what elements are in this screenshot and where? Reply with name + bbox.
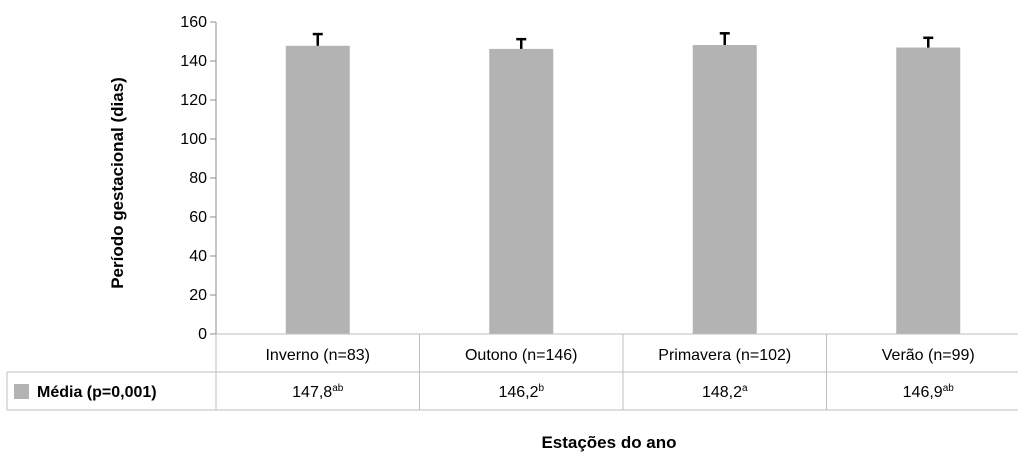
data-label: 146,9ab [903, 383, 955, 401]
y-tick-label: 0 [198, 326, 207, 343]
category-label: Verão (n=99) [882, 347, 975, 364]
data-label: 147,8ab [292, 383, 344, 401]
legend-label: Média (p=0,001) [37, 384, 157, 401]
bar [489, 48, 554, 334]
data-label-superscript: ab [943, 383, 955, 394]
y-axis: 0 20 40 60 80 100 120 140 160 [180, 14, 217, 343]
category-label: Outono (n=146) [465, 347, 578, 364]
data-label: 146,2b [498, 383, 544, 401]
y-tick-label: 20 [189, 287, 207, 304]
y-axis-title: Período gestacional (dias) [108, 77, 127, 289]
data-label-superscript: b [538, 383, 544, 394]
legend-swatch [14, 384, 29, 399]
bar [896, 47, 961, 335]
data-label: 148,2a [702, 383, 748, 401]
data-label-value: 146,9 [903, 384, 943, 401]
bars [285, 32, 961, 335]
y-tick-label: 40 [189, 248, 207, 265]
data-table: Inverno (n=83) Outono (n=146) Primavera (n… [6, 333, 1018, 411]
data-label-superscript: ab [332, 383, 344, 394]
y-tick-label: 160 [180, 14, 207, 31]
bar [692, 45, 757, 334]
x-axis-title: Estações do ano [541, 433, 676, 452]
data-label-value: 147,8 [292, 384, 332, 401]
category-label: Primavera (n=102) [658, 347, 791, 364]
y-tick-label: 60 [189, 209, 207, 226]
y-tick-label: 120 [180, 92, 207, 109]
data-label-value: 146,2 [498, 384, 538, 401]
data-label-superscript: a [742, 383, 748, 394]
data-label-value: 148,2 [702, 384, 742, 401]
y-tick-label: 100 [180, 131, 207, 148]
bar [285, 45, 350, 334]
category-label: Inverno (n=83) [265, 347, 370, 364]
y-tick-label: 140 [180, 53, 207, 70]
y-tick-label: 80 [189, 170, 207, 187]
